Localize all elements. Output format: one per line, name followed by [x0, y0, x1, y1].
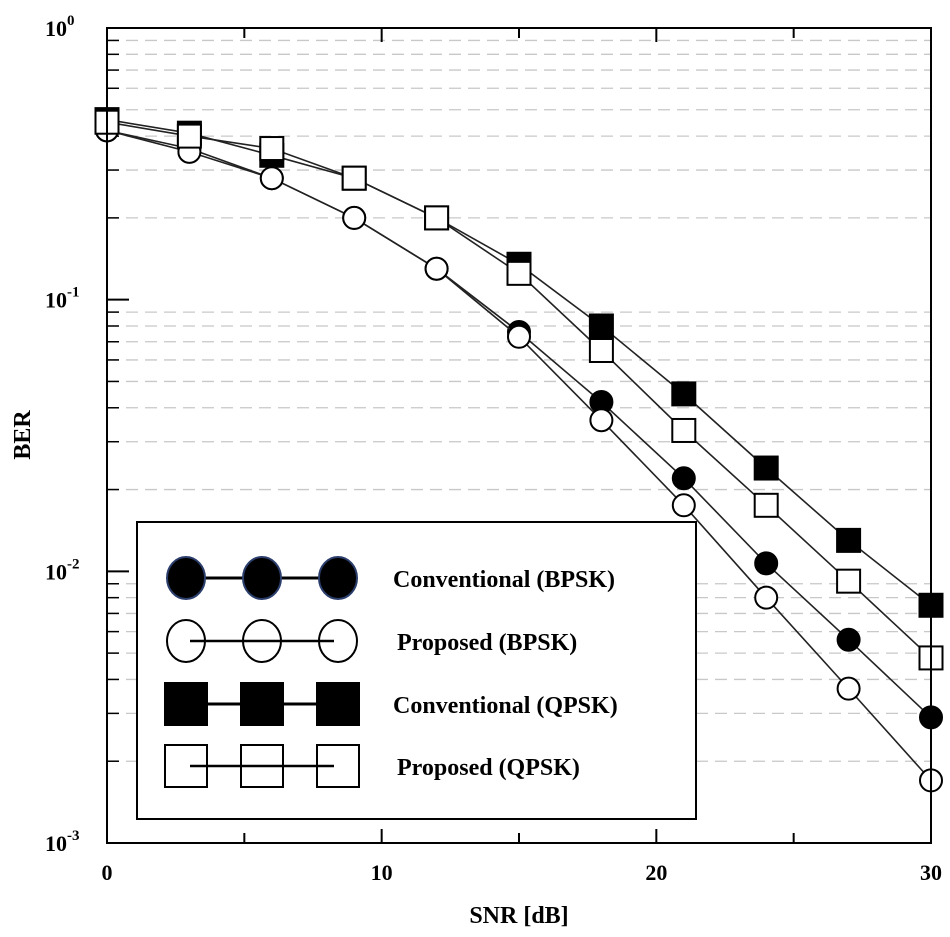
- legend-box: [136, 521, 697, 820]
- x-axis-title: SNR [dB]: [469, 903, 568, 929]
- data-point: [671, 493, 696, 518]
- data-point: [753, 492, 779, 518]
- data-point: [588, 337, 614, 363]
- data-point: [754, 551, 779, 576]
- legend-entry: Proposed (QPSK): [164, 744, 580, 788]
- data-point: [507, 324, 531, 349]
- y-tick-label: 100: [45, 13, 75, 41]
- plot-frame: [106, 27, 932, 844]
- data-point: [836, 527, 862, 553]
- grid-lines: [107, 39, 931, 762]
- legend-label: Conventional (QPSK): [393, 693, 618, 719]
- data-point: [176, 123, 202, 149]
- y-tick-label: 10-2: [45, 556, 80, 584]
- y-tick-label: 10-1: [45, 285, 80, 313]
- data-point: [506, 260, 532, 286]
- legend-entry: Proposed (BPSK): [166, 619, 577, 663]
- data-point: [671, 417, 697, 443]
- y-axis-title: BER: [10, 410, 36, 460]
- legend-marker: [318, 556, 358, 600]
- legend: Conventional (BPSK) Proposed (BPSK) Conven…: [136, 521, 697, 820]
- data-point: [836, 627, 861, 652]
- legend-label: Proposed (BPSK): [397, 630, 577, 656]
- legend-marker: [166, 556, 206, 600]
- data-point: [259, 166, 284, 191]
- legend-label: Proposed (QPSK): [397, 755, 580, 781]
- data-point: [836, 568, 862, 594]
- legend-marker: [242, 556, 282, 600]
- tick-labels: 0 10 20 30 100 10-1 10-2 10-3: [45, 13, 942, 885]
- legend-entry: Conventional (BPSK): [166, 556, 615, 600]
- legend-entry: Conventional (QPSK): [164, 682, 618, 726]
- data-point: [259, 136, 285, 162]
- x-tick-label: 20: [645, 860, 667, 885]
- data-point: [671, 381, 697, 407]
- data-point: [588, 313, 614, 339]
- x-tick-label: 10: [371, 860, 393, 885]
- x-tick-label: 0: [102, 860, 113, 885]
- legend-label: Conventional (BPSK): [393, 567, 615, 593]
- legend-marker: [164, 682, 208, 726]
- data-point: [589, 408, 614, 433]
- y-tick-label: 10-3: [45, 828, 80, 856]
- x-tick-label: 30: [920, 860, 942, 885]
- data-point: [342, 205, 367, 230]
- legend-marker: [316, 682, 360, 726]
- data-point: [424, 256, 449, 281]
- data-point: [754, 585, 779, 610]
- data-point: [753, 455, 779, 481]
- data-point: [424, 205, 450, 231]
- series-proposed-qpsk: [94, 109, 944, 671]
- data-point: [671, 466, 696, 491]
- data-point: [836, 676, 861, 701]
- data-point: [341, 165, 367, 191]
- legend-marker: [240, 682, 284, 726]
